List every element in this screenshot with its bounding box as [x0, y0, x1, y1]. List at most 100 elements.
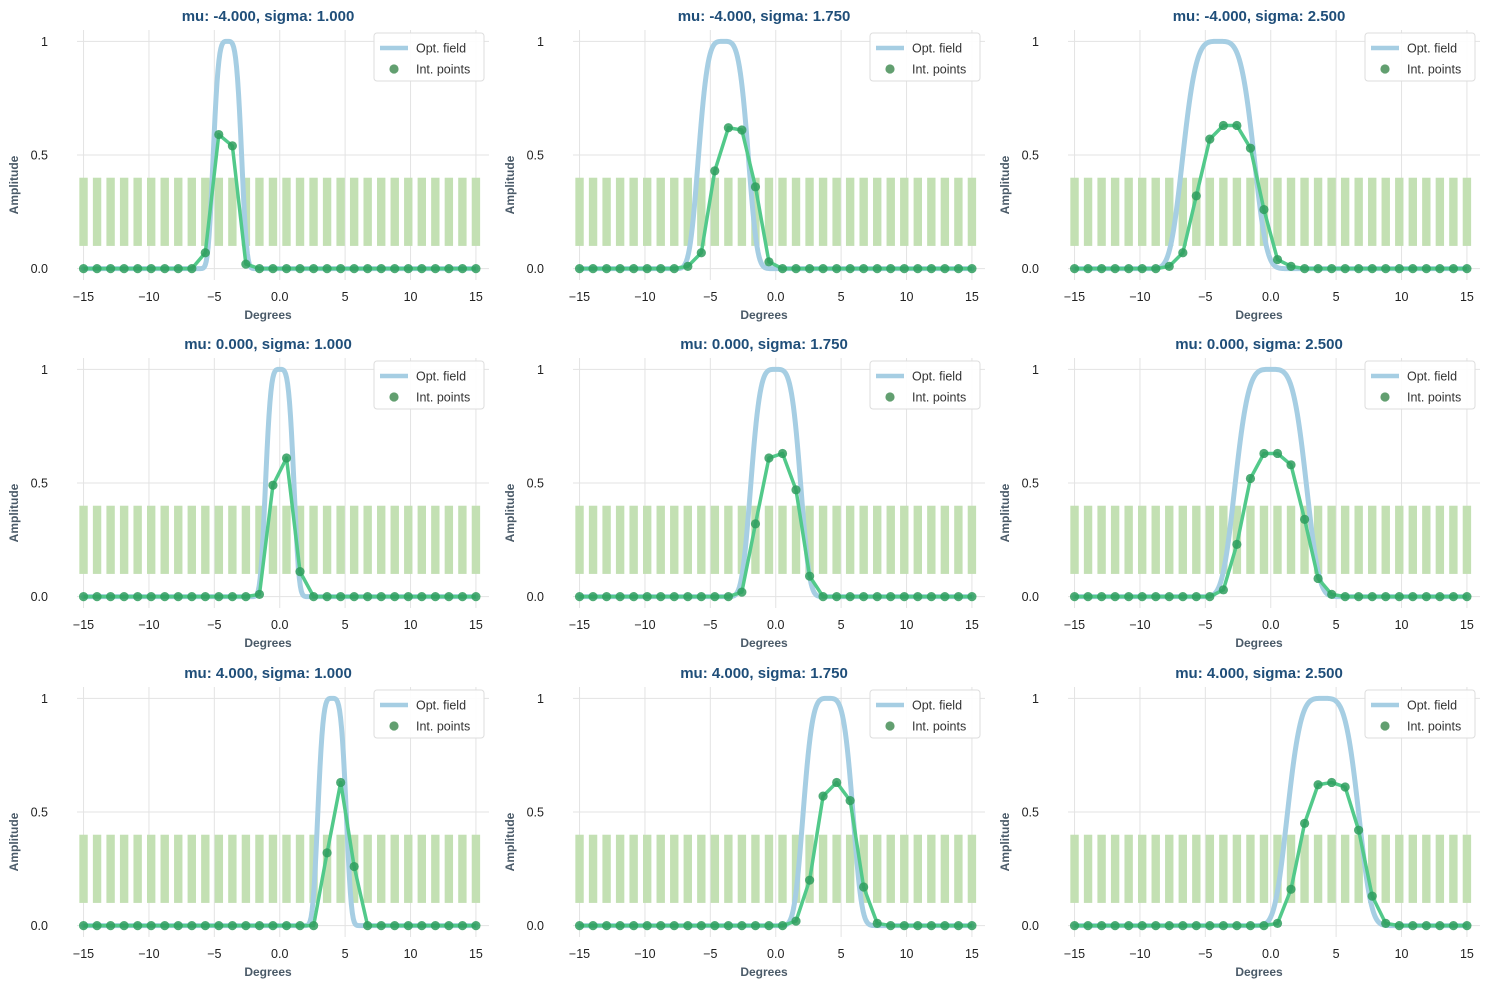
bar — [710, 834, 720, 903]
bar — [805, 177, 814, 246]
int-point — [642, 921, 652, 931]
bar — [1395, 834, 1404, 903]
x-axis-label: Degrees — [244, 965, 292, 979]
int-point — [1205, 921, 1215, 931]
bar — [1381, 505, 1390, 574]
subplot-title: mu: -4.000, sigma: 1.750 — [678, 8, 851, 25]
y-tick-label: 0.5 — [527, 806, 544, 820]
bar — [1192, 834, 1201, 903]
int-point — [430, 264, 440, 274]
x-tick-label: −10 — [634, 290, 655, 304]
int-point — [818, 592, 828, 602]
int-point — [1069, 264, 1080, 274]
int-point — [376, 921, 386, 931]
x-tick-label: 10 — [404, 947, 418, 961]
int-point — [1394, 592, 1404, 602]
bar — [377, 505, 386, 574]
bar — [1124, 177, 1133, 246]
bar — [1097, 834, 1106, 903]
bar — [629, 505, 638, 574]
int-point — [642, 264, 652, 274]
bar — [954, 505, 963, 574]
bar — [1232, 177, 1242, 246]
int-point — [926, 921, 936, 931]
bar — [228, 834, 237, 903]
bar — [967, 834, 977, 903]
legend-label: Opt. field — [912, 42, 962, 56]
x-tick-label: −5 — [703, 290, 717, 304]
bar — [751, 505, 760, 574]
bar — [282, 177, 291, 246]
y-tick-label: 0.5 — [1022, 149, 1039, 163]
bar — [845, 505, 855, 574]
int-point — [133, 921, 143, 931]
int-point — [967, 264, 977, 274]
y-axis-label: Amplitude — [998, 812, 1012, 871]
x-axis-label: Degrees — [1235, 636, 1283, 650]
bar — [1083, 177, 1093, 246]
bar — [255, 177, 264, 246]
legend-label: Int. points — [416, 720, 470, 734]
bar — [642, 177, 652, 246]
bar — [805, 834, 814, 903]
int-point — [615, 921, 625, 931]
int-point — [241, 921, 251, 931]
int-point — [376, 592, 386, 602]
bar — [642, 834, 652, 903]
y-tick-label: 0.0 — [527, 919, 544, 933]
int-point — [574, 264, 585, 274]
bar — [255, 505, 264, 574]
bar — [1300, 177, 1309, 246]
x-tick-label: −10 — [138, 618, 159, 632]
y-tick-label: 0.5 — [527, 149, 544, 163]
int-point — [214, 592, 224, 602]
x-tick-label: 0.0 — [767, 618, 784, 632]
int-point — [832, 264, 842, 274]
int-point — [268, 264, 278, 274]
y-tick-label: 0.0 — [31, 590, 48, 604]
legend-marker-swatch — [389, 64, 399, 74]
x-tick-label: 10 — [404, 618, 418, 632]
int-point — [106, 592, 116, 602]
bar — [1097, 505, 1106, 574]
x-tick-label: −10 — [1129, 947, 1150, 961]
int-point — [1097, 592, 1107, 602]
int-point — [160, 592, 170, 602]
bar — [1097, 177, 1106, 246]
x-tick-label: −15 — [73, 947, 94, 961]
bar — [322, 177, 332, 246]
subplot-1: −15 −10 −5 0.0 5 10 15 0.0 0.5 1 mu: -4.000, sigma… — [7, 8, 489, 322]
x-tick-label: 0.0 — [767, 947, 784, 961]
bar — [1083, 505, 1093, 574]
bar — [201, 177, 210, 246]
int-point — [1354, 592, 1364, 602]
int-point — [349, 861, 359, 872]
int-point — [669, 592, 679, 602]
legend-box — [373, 360, 485, 410]
int-point — [1300, 514, 1310, 524]
y-axis-label: Amplitude — [503, 155, 517, 214]
int-point — [376, 264, 386, 274]
bar — [1422, 505, 1431, 574]
int-point — [119, 592, 129, 602]
bar — [431, 177, 440, 246]
bar — [255, 834, 264, 903]
bar — [214, 834, 224, 903]
bar — [588, 505, 598, 574]
x-axis-label: Degrees — [740, 965, 788, 979]
int-point — [1421, 921, 1431, 931]
int-point — [281, 921, 292, 931]
bar — [106, 834, 115, 903]
bar — [1422, 177, 1431, 246]
bar — [724, 177, 733, 246]
int-point — [1137, 921, 1147, 931]
bar — [737, 834, 747, 903]
x-tick-label: 10 — [900, 618, 914, 632]
int-point — [1069, 921, 1080, 931]
y-tick-label: 1 — [537, 692, 544, 706]
bar — [390, 505, 399, 574]
bar — [1368, 505, 1377, 574]
bar — [146, 834, 156, 903]
int-point — [268, 921, 278, 931]
int-point — [187, 592, 197, 602]
